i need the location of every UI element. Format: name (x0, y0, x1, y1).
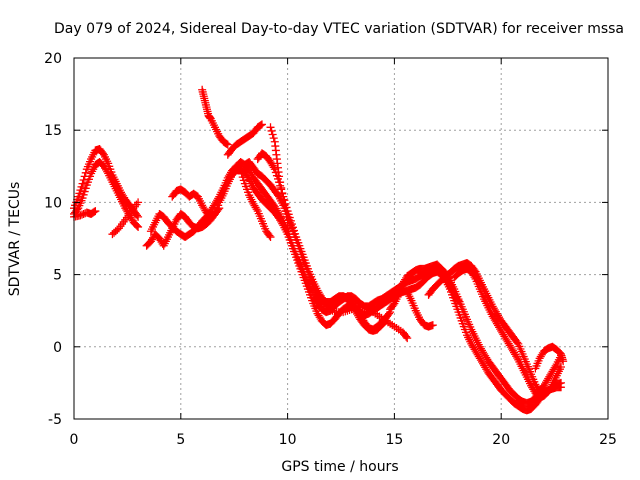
data-point (403, 334, 412, 343)
y-tick-label: 15 (44, 123, 62, 139)
y-tick-label: 0 (53, 340, 62, 356)
data-point (90, 207, 99, 216)
series-track-s (531, 342, 568, 373)
data-point (283, 218, 292, 227)
series-track-i (223, 120, 266, 159)
data-point (257, 120, 266, 129)
x-tick-label: 20 (492, 432, 510, 448)
data-point (215, 204, 224, 213)
data-point (81, 168, 90, 177)
y-axis-label: SDTVAR / TECUs (7, 182, 23, 297)
y-tick-label: 20 (44, 51, 62, 67)
data-point (214, 205, 223, 214)
series-track-m (266, 123, 292, 227)
data-point (266, 233, 275, 242)
data-point (222, 139, 231, 148)
data-point (278, 189, 287, 198)
data-point (281, 199, 290, 208)
data-point (281, 207, 290, 216)
data-point (275, 172, 284, 181)
x-tick-label: 15 (385, 432, 403, 448)
data-point (385, 309, 394, 318)
data-point (134, 212, 143, 221)
data-point (265, 231, 274, 240)
x-tick-label: 0 (70, 432, 79, 448)
tick-labels: 0 5 10 15 20 25 -5 0 5 10 15 20 (44, 51, 617, 448)
x-tick-label: 25 (599, 432, 617, 448)
data-point (252, 205, 261, 214)
plot-frame (73, 57, 609, 420)
data-points (70, 85, 568, 415)
ticks (73, 57, 609, 420)
data-point (559, 357, 568, 366)
data-point (134, 198, 143, 207)
series-track-b (70, 157, 143, 231)
data-point (91, 207, 100, 216)
y-tick-label: 5 (53, 268, 62, 284)
data-point (266, 123, 275, 132)
data-point (223, 140, 232, 149)
data-point (282, 212, 291, 221)
data-point (280, 201, 289, 210)
data-point (279, 195, 288, 204)
data-point (277, 183, 286, 192)
data-point (557, 363, 566, 372)
data-point (454, 296, 463, 305)
data-point (428, 321, 437, 330)
series-track-p (403, 287, 437, 331)
series-track-g (168, 185, 224, 221)
data-point (78, 179, 87, 188)
x-tick-label: 5 (176, 432, 185, 448)
data-point (235, 165, 244, 174)
series-track-h (198, 85, 232, 149)
y-tick-label: -5 (48, 412, 62, 428)
chart-title: Day 079 of 2024, Sidereal Day-to-day VTE… (54, 21, 624, 37)
data-point (402, 332, 411, 341)
data-point (276, 178, 285, 187)
series-track-r (450, 264, 566, 402)
data-point (134, 222, 143, 231)
x-axis-label: GPS time / hours (281, 459, 398, 475)
series-track-o (386, 260, 463, 314)
y-tick-label: 10 (44, 195, 62, 211)
data-point (557, 378, 566, 387)
data-point (133, 221, 142, 230)
data-point (470, 273, 479, 282)
series-track-d (108, 198, 143, 239)
data-point (268, 130, 277, 139)
data-point (256, 121, 265, 130)
series-track-n (313, 296, 412, 343)
x-tick-label: 10 (279, 432, 297, 448)
series-track-j (232, 162, 275, 242)
data-point (133, 211, 142, 220)
data-point (453, 295, 462, 304)
data-point (79, 176, 88, 185)
data-point (267, 126, 276, 135)
data-point (269, 134, 278, 143)
